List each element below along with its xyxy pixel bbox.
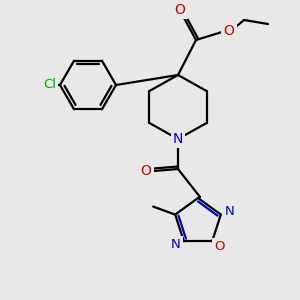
Text: N: N xyxy=(173,132,183,146)
Text: N: N xyxy=(225,205,235,218)
Text: O: O xyxy=(224,24,234,38)
Text: O: O xyxy=(175,3,185,17)
Text: O: O xyxy=(141,164,152,178)
Text: N: N xyxy=(171,238,181,251)
Text: O: O xyxy=(214,240,224,253)
Text: Cl: Cl xyxy=(44,79,56,92)
